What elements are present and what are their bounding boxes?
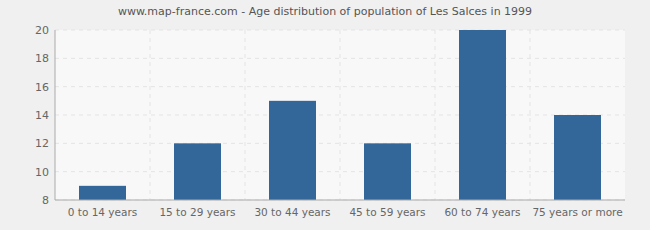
x-tick-label: 30 to 44 years	[254, 206, 330, 218]
y-tick-label: 8	[42, 194, 49, 207]
chart-svg: www.map-france.com - Age distribution of…	[0, 0, 650, 230]
background	[0, 0, 650, 230]
y-tick-label: 12	[35, 137, 49, 150]
bar	[79, 186, 126, 200]
chart-container: www.map-france.com - Age distribution of…	[0, 0, 650, 230]
plot-area	[55, 30, 625, 200]
grid-line-vertical	[530, 30, 531, 200]
x-axis	[55, 200, 625, 201]
title: www.map-france.com - Age distribution of…	[118, 5, 532, 18]
x-tick-label: 60 to 74 years	[444, 206, 520, 218]
bar	[269, 101, 316, 200]
grid-line-vertical	[150, 30, 151, 200]
x-tick-label: 75 years or more	[532, 206, 622, 218]
x-tick-label: 0 to 14 years	[68, 206, 138, 218]
grid-line	[55, 171, 625, 172]
bar	[459, 30, 506, 200]
y-tick-label: 14	[35, 109, 49, 122]
grid-line-vertical	[245, 30, 246, 200]
bar	[364, 143, 411, 200]
bar	[174, 143, 221, 200]
grid-line	[55, 115, 625, 116]
grid-line-vertical	[435, 30, 436, 200]
grid-line-vertical	[340, 30, 341, 200]
y-tick-label: 10	[35, 166, 49, 179]
x-tick-label: 45 to 59 years	[349, 206, 425, 218]
y-tick-label: 16	[35, 81, 49, 94]
bars	[79, 30, 601, 200]
y-tick-label: 18	[35, 52, 49, 65]
y-axis	[55, 30, 56, 200]
bar	[554, 115, 601, 200]
grid-line	[55, 200, 625, 201]
y-tick-label: 20	[35, 24, 49, 37]
x-tick-label: 15 to 29 years	[159, 206, 235, 218]
